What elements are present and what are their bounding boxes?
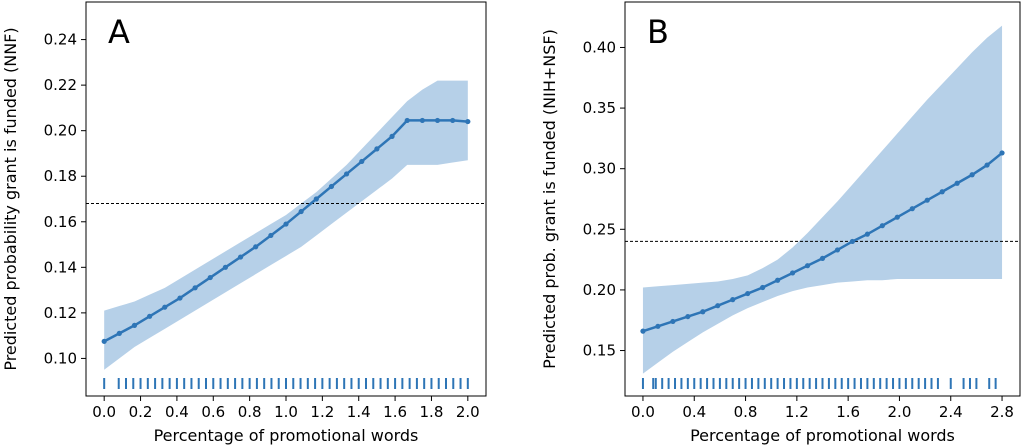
chart-1-y-tick-label: 0.16: [44, 213, 77, 231]
chart-1-data-point: [283, 221, 289, 227]
chart-2-data-point: [715, 303, 721, 309]
chart-2-data-point: [924, 197, 930, 203]
chart-2-data-point: [700, 309, 706, 315]
chart-2-data-point: [760, 284, 766, 291]
chart-1-y-axis-label: Predicted probability grant is funded (N…: [1, 27, 20, 370]
chart-1-x-tick-label: 1.0: [274, 403, 298, 421]
chart-2-y-tick-label: 0.30: [583, 160, 616, 178]
chart-1-data-point: [268, 232, 274, 239]
chart-1-x-axis-label: Percentage of promotional words: [154, 426, 419, 445]
chart-2-data-point: [670, 318, 676, 325]
chart-2-x-axis-label: Percentage of promotional words: [690, 426, 955, 445]
chart-1-y-tick-label: 0.12: [44, 304, 77, 322]
chart-1-x-tick-label: 0.0: [92, 403, 116, 421]
chart-1-data-point: [177, 295, 183, 301]
chart-2-y-tick-label: 0.25: [583, 220, 616, 238]
chart-1-data-point: [465, 118, 471, 125]
chart-2-data-point: [834, 247, 841, 253]
chart-2-panel: 0.0 0.4 0.8 1.2 1.6 2.0 2.4 2.8 0.15 0.20 0.25 0.30…: [540, 1, 1021, 445]
chart-1-x-tick-label: 0.6: [201, 403, 225, 421]
chart-1-data-point: [298, 208, 304, 215]
chart-1-y-tick-label: 0.22: [44, 76, 77, 94]
chart-1-data-point: [147, 313, 153, 319]
chart-2-data-point: [745, 290, 751, 297]
chart-2-axes-frame: [624, 1, 1021, 397]
chart-2-x-tick-label: 0.4: [682, 403, 706, 421]
chart-1-x-tick-label: 0.2: [129, 403, 153, 421]
chart-1-data-point: [344, 171, 350, 177]
chart-2-data-point: [939, 189, 945, 195]
chart-1-data-point: [404, 117, 410, 124]
chart-1-data-point: [207, 274, 213, 281]
chart-1-data-point: [131, 322, 138, 328]
chart-2-x-tick-label: 2.4: [939, 403, 963, 421]
chart-2-y-tick-label: 0.20: [583, 281, 616, 299]
chart-2-x-tick-label: 1.2: [785, 403, 809, 421]
chart-2-data-point: [655, 323, 661, 329]
chart-1-data-point: [222, 264, 228, 270]
chart-2-data-point: [894, 214, 900, 220]
chart-2-data-point: [864, 231, 870, 237]
chart-2-data-point: [804, 263, 811, 269]
chart-2-data-point: [730, 297, 736, 303]
chart-1-data-point: [359, 158, 365, 165]
chart-1-data-point: [374, 146, 380, 152]
chart-1-panel-letter: A: [108, 13, 130, 51]
chart-2-data-point: [685, 313, 691, 320]
chart-2-data-point: [954, 180, 960, 186]
chart-2-confidence-band: [642, 25, 1003, 374]
chart-1-data-point: [389, 133, 395, 139]
chart-1-data-point: [253, 244, 259, 250]
chart-2-x-tick-label: 0.0: [631, 403, 655, 421]
chart-1-y-tick-label: 0.20: [44, 122, 77, 140]
chart-2-data-point: [984, 162, 990, 168]
chart-1-x-tick-label: 2.0: [456, 403, 480, 421]
chart-1-data-point: [419, 117, 425, 124]
chart-2-data-point: [879, 223, 885, 229]
chart-2-data-point: [789, 270, 796, 276]
chart-1-x-tick-label: 1.6: [383, 403, 407, 421]
chart-2-data-point: [999, 150, 1005, 156]
chart-1-y-tick-label: 0.14: [44, 258, 77, 276]
chart-2-data-point: [849, 238, 856, 245]
chart-1-y-tick-label: 0.18: [44, 167, 77, 185]
chart-2-data-point: [909, 206, 915, 212]
chart-2-x-tick-label: 1.6: [836, 403, 860, 421]
chart-1-data-point: [434, 117, 441, 124]
chart-1-data-point: [328, 183, 335, 190]
chart-1-y-tick-label: 0.24: [44, 31, 77, 49]
chart-2-y-tick-label: 0.40: [583, 38, 616, 56]
chart-2-y-tick-label: 0.15: [583, 342, 616, 360]
chart-1-x-tick-label: 0.4: [165, 403, 189, 421]
chart-2-x-tick-label: 0.8: [734, 403, 758, 421]
chart-1-data-point: [450, 117, 456, 124]
chart-2-data-point: [969, 172, 975, 178]
chart-1-y-tick-label: 0.10: [44, 349, 77, 367]
chart-2-panel-letter: B: [647, 13, 669, 51]
chart-1-data-point: [101, 338, 107, 344]
chart-1-x-tick-label: 0.8: [238, 403, 262, 421]
chart-2-y-axis-label: Predicted prob. grant is funded (NIH+NSF…: [540, 29, 559, 369]
chart-2-x-tick-label: 2.8: [990, 403, 1014, 421]
chart-2-data-point: [819, 255, 826, 262]
chart-2-x-tick-label: 2.0: [888, 403, 912, 421]
chart-1-x-tick-label: 1.8: [420, 403, 444, 421]
chart-1-panel: 0.0 0.2 0.4 0.6 0.8 1.0 1.2 1.4 1.6 1.8 2.0 0.10 0.1…: [1, 1, 487, 445]
chart-2-data-point: [775, 277, 781, 283]
chart-2-y-tick-label: 0.35: [583, 99, 616, 117]
chart-1-data-point: [162, 304, 168, 310]
chart-1-data-point: [116, 330, 122, 336]
chart-1-data-point: [313, 196, 319, 202]
chart-1-x-tick-label: 1.4: [347, 403, 371, 421]
chart-1-data-point: [237, 254, 244, 260]
chart-2-data-point: [640, 328, 646, 334]
chart-1-x-tick-label: 1.2: [310, 403, 334, 421]
chart-1-data-point: [192, 285, 198, 291]
